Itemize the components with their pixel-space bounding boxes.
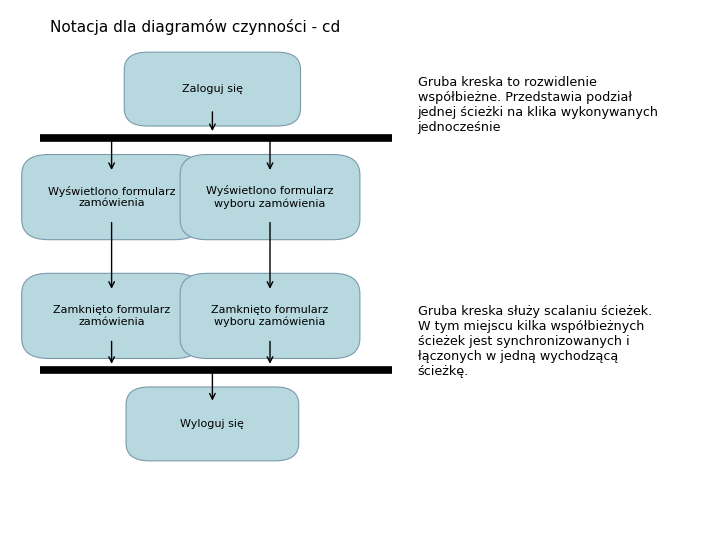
- FancyBboxPatch shape: [22, 154, 202, 240]
- Text: Wyświetlono formularz
zamówienia: Wyświetlono formularz zamówienia: [48, 186, 176, 208]
- FancyBboxPatch shape: [180, 273, 360, 359]
- Text: Zaloguj się: Zaloguj się: [182, 84, 243, 94]
- Text: Wyloguj się: Wyloguj się: [181, 419, 244, 429]
- Text: Zamknięto formularz
zamówienia: Zamknięto formularz zamówienia: [53, 305, 170, 327]
- Text: Notacja dla diagramów czynności - cd: Notacja dla diagramów czynności - cd: [50, 19, 341, 35]
- Text: Gruba kreska służy scalaniu ścieżek.
W tym miejscu kilka współbieżnych
ścieżek j: Gruba kreska służy scalaniu ścieżek. W t…: [418, 305, 652, 378]
- FancyBboxPatch shape: [125, 52, 300, 126]
- Text: Gruba kreska to rozwidlenie
współbieżne. Przedstawia podział
jednej ścieżki na k: Gruba kreska to rozwidlenie współbieżne.…: [418, 76, 659, 133]
- Text: Zamknięto formularz
wyboru zamówienia: Zamknięto formularz wyboru zamówienia: [212, 305, 328, 327]
- FancyBboxPatch shape: [180, 154, 360, 240]
- Text: Wyświetlono formularz
wyboru zamówienia: Wyświetlono formularz wyboru zamówienia: [206, 186, 334, 208]
- FancyBboxPatch shape: [22, 273, 202, 359]
- FancyBboxPatch shape: [126, 387, 299, 461]
